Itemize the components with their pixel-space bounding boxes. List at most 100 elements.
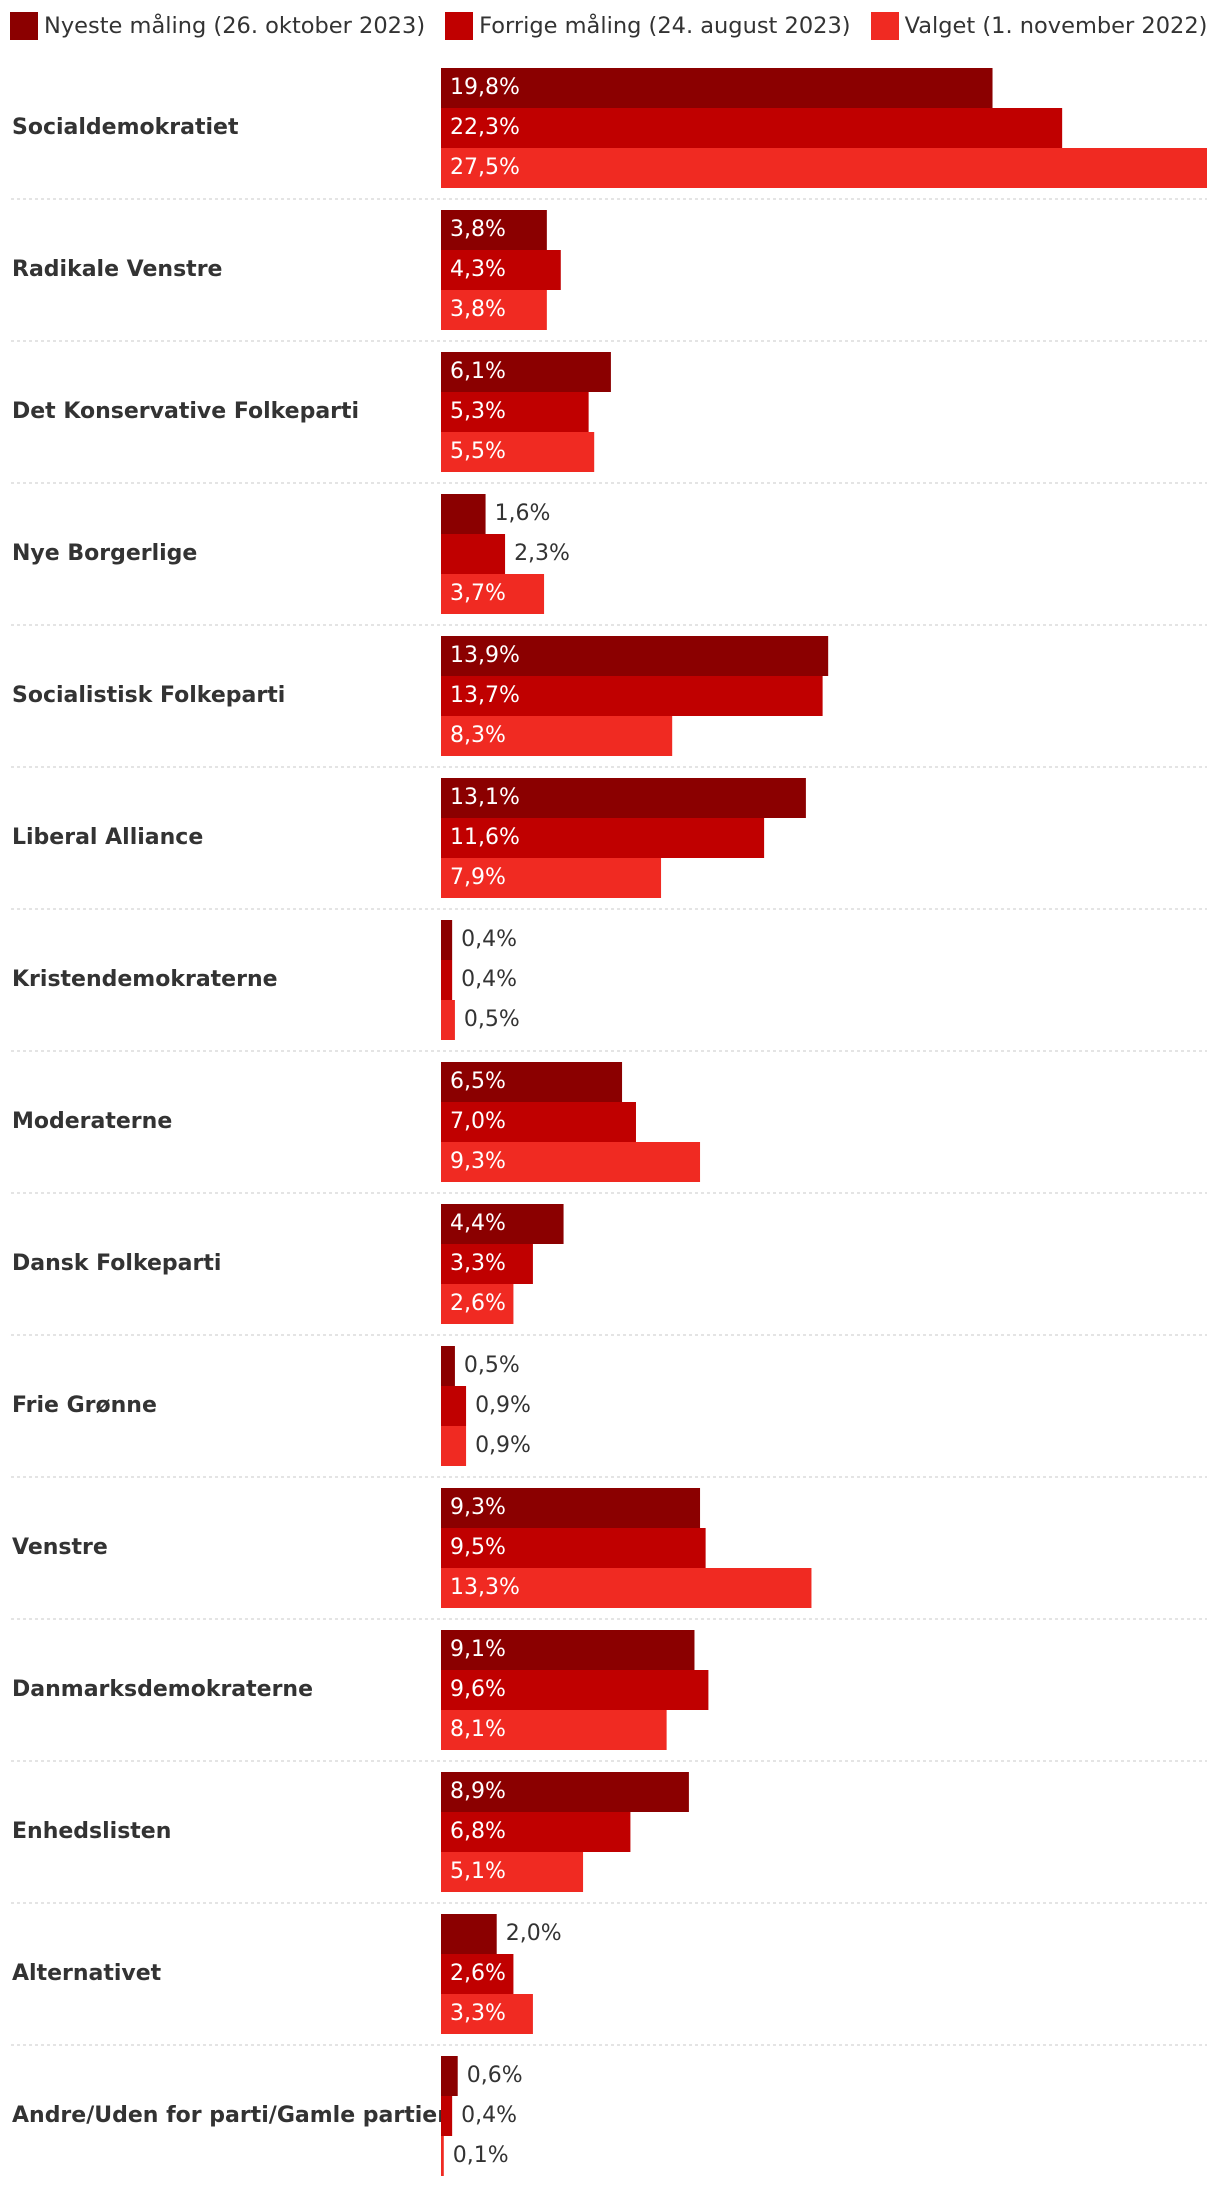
category-label: Danmarksdemokraterne <box>12 1677 313 1702</box>
bar <box>441 1142 701 1182</box>
bar-value-label: 9,3% <box>450 1149 506 1174</box>
category-label: Alternativet <box>12 1961 162 1986</box>
bar-value-label: 0,5% <box>464 1007 520 1032</box>
bar-value-label: 0,6% <box>467 2063 523 2088</box>
bar-value-label: 2,3% <box>514 541 570 566</box>
bar-value-label: 9,5% <box>450 1535 506 1560</box>
bar <box>441 494 486 534</box>
bar <box>441 2136 444 2176</box>
bar-value-label: 2,6% <box>450 1291 506 1316</box>
bar <box>441 574 545 614</box>
bar <box>441 960 453 1000</box>
bar-value-label: 19,8% <box>450 75 520 100</box>
legend-swatch-previous <box>445 12 474 40</box>
legend-item-latest: Nyeste måling (26. oktober 2023) <box>10 12 425 40</box>
category-label: Dansk Folkeparti <box>12 1251 221 1276</box>
bar-value-label: 13,7% <box>450 683 520 708</box>
bar-value-label: 9,3% <box>450 1495 506 1520</box>
bar-value-label: 5,5% <box>450 439 506 464</box>
bar <box>441 1102 636 1142</box>
category-label: Andre/Uden for parti/Gamle partier <box>12 2103 448 2128</box>
bar <box>441 1528 706 1568</box>
bar-value-label: 4,3% <box>450 257 506 282</box>
bar <box>441 290 547 330</box>
bar <box>441 534 506 574</box>
bar <box>441 1852 584 1892</box>
bar-value-label: 3,3% <box>450 1251 506 1276</box>
bar-value-label: 3,3% <box>450 2001 506 2026</box>
bar-value-label: 13,9% <box>450 643 520 668</box>
bar-value-label: 22,3% <box>450 115 520 140</box>
bar <box>441 392 589 432</box>
bar <box>441 250 561 290</box>
bar-value-label: 7,9% <box>450 865 506 890</box>
bar <box>441 676 823 716</box>
bar <box>441 1244 533 1284</box>
category-label: Socialistisk Folkeparti <box>12 683 285 708</box>
bar-value-label: 0,1% <box>453 2143 509 2168</box>
bar-value-label: 0,4% <box>461 2103 517 2128</box>
bar <box>441 1284 514 1324</box>
bar-value-label: 5,3% <box>450 399 506 424</box>
bar-value-label: 0,9% <box>475 1433 531 1458</box>
bar <box>441 1994 533 2034</box>
legend-swatch-latest <box>10 12 38 40</box>
bar-value-label: 6,1% <box>450 359 506 384</box>
bar <box>441 1204 564 1244</box>
bar-value-label: 6,5% <box>450 1069 506 1094</box>
category-label: Radikale Venstre <box>12 257 222 282</box>
bar <box>441 636 829 676</box>
bar <box>441 1488 701 1528</box>
bar <box>441 352 611 392</box>
category-label: Nye Borgerlige <box>12 541 197 566</box>
bar <box>441 1772 689 1812</box>
bar-value-label: 8,1% <box>450 1717 506 1742</box>
bar-value-label: 0,5% <box>464 1353 520 1378</box>
bar-value-label: 0,4% <box>461 967 517 992</box>
bar <box>441 1568 812 1608</box>
bar <box>441 1670 709 1710</box>
bar <box>441 1426 467 1466</box>
bar <box>441 716 673 756</box>
legend-label-latest: Nyeste måling (26. oktober 2023) <box>44 13 426 39</box>
legend-swatch-election <box>870 12 899 40</box>
bar <box>441 432 595 472</box>
bar <box>441 148 1207 188</box>
category-label: Det Konservative Folkeparti <box>12 399 359 424</box>
bar <box>441 1630 695 1670</box>
bar <box>441 2096 453 2136</box>
bar <box>441 1710 667 1750</box>
legend-label-previous: Forrige måling (24. august 2023) <box>479 13 851 39</box>
bar <box>441 1914 497 1954</box>
bar <box>441 1062 623 1102</box>
bar-value-label: 0,9% <box>475 1393 531 1418</box>
category-label: Moderaterne <box>12 1109 172 1134</box>
bar-value-label: 6,8% <box>450 1819 506 1844</box>
legend-item-election: Valget (1. november 2022) <box>870 12 1208 40</box>
bar <box>441 818 765 858</box>
bar-value-label: 3,7% <box>450 581 506 606</box>
bar-value-label: 9,6% <box>450 1677 506 1702</box>
bar <box>441 108 1063 148</box>
category-label: Socialdemokratiet <box>12 115 239 140</box>
bar-value-label: 8,9% <box>450 1779 506 1804</box>
bar <box>441 858 662 898</box>
legend-label-election: Valget (1. november 2022) <box>904 13 1208 39</box>
bar-value-label: 0,4% <box>461 927 517 952</box>
chart-legend: Nyeste måling (26. oktober 2023) Forrige… <box>10 10 1207 42</box>
bar <box>441 1000 455 1040</box>
bar <box>441 1346 455 1386</box>
bar-value-label: 8,3% <box>450 723 506 748</box>
bar-value-label: 13,3% <box>450 1575 520 1600</box>
bar-value-label: 4,4% <box>450 1211 506 1236</box>
bar <box>441 210 547 250</box>
category-label: Venstre <box>12 1535 108 1560</box>
bar-value-label: 5,1% <box>450 1859 506 1884</box>
bar <box>441 2056 458 2096</box>
bar-value-label: 1,6% <box>495 501 551 526</box>
bar-value-label: 13,1% <box>450 785 520 810</box>
category-label: Frie Grønne <box>12 1393 157 1418</box>
bar-value-label: 11,6% <box>450 825 520 850</box>
bar-value-label: 2,6% <box>450 1961 506 1986</box>
category-label: Liberal Alliance <box>12 825 203 850</box>
